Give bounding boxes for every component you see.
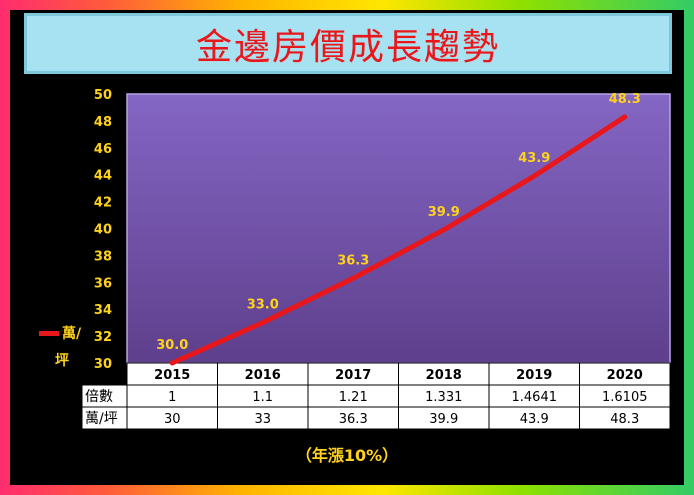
y-tick-label: 38 xyxy=(94,249,112,264)
x-tick-label: 2018 xyxy=(426,368,462,383)
table-cell-multiplier: 1.4641 xyxy=(512,390,558,405)
legend-label-line1: 萬/ xyxy=(62,325,82,342)
data-label: 48.3 xyxy=(609,92,641,107)
table-cell-price: 33 xyxy=(254,412,271,427)
table-cell-price: 43.9 xyxy=(520,412,549,427)
growth-note: （年漲10%） xyxy=(295,446,399,465)
x-tick-label: 2017 xyxy=(335,368,371,383)
table-cell-price: 48.3 xyxy=(610,412,639,427)
x-tick-label: 2016 xyxy=(245,368,281,383)
table-cell-multiplier: 1.331 xyxy=(425,390,462,405)
y-tick-label: 44 xyxy=(94,169,112,184)
table-cell-price: 36.3 xyxy=(339,412,368,427)
y-tick-label: 46 xyxy=(94,142,112,157)
y-tick-label: 40 xyxy=(94,223,112,238)
table-cell-multiplier: 1.6105 xyxy=(602,390,648,405)
table-cell-price: 30 xyxy=(164,412,181,427)
data-label: 39.9 xyxy=(428,205,460,220)
table-row-label: 萬/坪 xyxy=(85,411,118,427)
legend-swatch xyxy=(39,331,59,336)
y-tick-label: 36 xyxy=(94,276,112,291)
table-cell-multiplier: 1.1 xyxy=(252,390,273,405)
plot-area xyxy=(126,93,671,364)
x-tick-label: 2020 xyxy=(607,368,643,383)
table-cell-price: 39.9 xyxy=(429,412,458,427)
data-label: 43.9 xyxy=(518,151,550,166)
y-tick-label: 34 xyxy=(94,303,112,318)
table-cell-multiplier: 1.21 xyxy=(339,390,368,405)
x-tick-label: 2015 xyxy=(154,368,190,383)
series-line xyxy=(169,114,628,366)
chart-title: 金邊房價成長趨勢 xyxy=(195,26,500,68)
x-tick-label: 2019 xyxy=(516,368,552,383)
y-tick-label: 42 xyxy=(94,196,112,211)
data-label: 30.0 xyxy=(156,338,188,353)
legend-label-line2: 坪 xyxy=(55,353,69,369)
table-row-label: 倍數 xyxy=(85,389,113,405)
data-label: 33.0 xyxy=(247,298,279,313)
y-tick-label: 48 xyxy=(94,115,112,130)
title-banner: 金邊房價成長趨勢 xyxy=(24,13,672,74)
y-tick-label: 32 xyxy=(94,330,112,345)
data-label: 36.3 xyxy=(337,253,369,268)
table-cell-multiplier: 1 xyxy=(168,390,176,405)
y-tick-label: 50 xyxy=(94,88,112,103)
y-tick-label: 30 xyxy=(94,357,112,372)
